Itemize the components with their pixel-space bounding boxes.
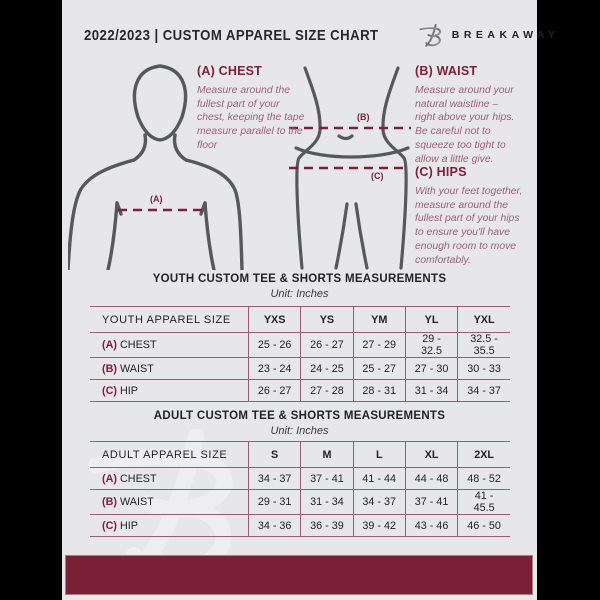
waist-description: Measure around your natural waistline – … [415,85,515,165]
row-label: (A) CHEST [90,467,249,490]
cell: 37 - 41 [404,489,458,515]
hips-figure-label: (C) [371,171,384,181]
footer-bar [65,555,533,595]
waist-callout: (B) WAIST Measure around your natural wa… [415,64,519,166]
column-header: YS [300,306,354,333]
youth-table-title: YOUTH CUSTOM TEE & SHORTS MEASUREMENTS [152,273,447,285]
waist-heading: (B) WAIST [415,64,478,78]
header: 2022/2023 | CUSTOM APPAREL SIZE CHART [62,18,555,52]
hips-callout: (C) HIPS With your feet together, measur… [415,165,523,267]
cell: 32.5 - 35.5 [457,332,510,358]
page: 2022/2023 | CUSTOM APPAREL SIZE CHART [62,0,555,600]
cell: 28 - 31 [352,379,406,402]
cell: 48 - 52 [457,467,510,490]
cell: 27 - 29 [352,332,406,358]
table-row: (B) WAIST 29 - 31 31 - 34 34 - 37 37 - 4… [90,489,510,515]
cell: 46 - 50 [457,514,510,537]
cell: 27 - 28 [300,379,354,402]
page-title: 2022/2023 | CUSTOM APPAREL SIZE CHART [84,26,379,44]
column-header: YXL [457,306,510,333]
column-header: ADULT APPAREL SIZE [90,441,249,468]
column-header: YOUTH APPAREL SIZE [90,306,249,333]
cell: 41 - 45.5 [457,489,510,515]
cell: 29 - 31 [247,489,301,515]
chest-description: Measure around the fullest part of your … [197,85,305,151]
column-header: S [247,441,301,468]
cell: 34 - 37 [247,467,301,490]
hips-description: With your feet together, measure around … [415,186,523,266]
hips-heading: (C) HIPS [415,165,467,179]
youth-table-unit: Unit: Inches [270,288,329,300]
column-header: YXS [247,306,301,333]
row-label: (C) HIP [90,514,249,537]
table-row: (A) CHEST 34 - 37 37 - 41 41 - 44 44 - 4… [90,467,510,490]
cell: 43 - 46 [404,514,458,537]
chest-callout: (A) CHEST Measure around the fullest par… [197,64,309,153]
cell: 31 - 34 [404,379,458,402]
cell: 44 - 48 [404,467,458,490]
cell: 36 - 39 [300,514,354,537]
cell: 31 - 34 [300,489,354,515]
cell: 24 - 25 [300,357,354,380]
table-row: (A) CHEST 25 - 26 26 - 27 27 - 29 29 - 3… [90,332,510,358]
column-header: L [352,441,406,468]
column-header: YM [352,306,406,333]
cell: 26 - 27 [247,379,301,402]
row-label: (C) HIP [90,379,249,402]
cell: 34 - 37 [352,489,406,515]
upper-body-figure [68,64,244,270]
chest-figure-label: (A) [150,194,163,204]
cell: 41 - 44 [352,467,406,490]
cell: 23 - 24 [247,357,301,380]
lower-body-figure [289,66,411,270]
cell: 39 - 42 [352,514,406,537]
row-label: (A) CHEST [90,332,249,358]
row-label: (B) WAIST [90,489,249,515]
column-header: YL [404,306,458,333]
breakaway-logo-icon [419,23,441,47]
cell: 25 - 27 [352,357,406,380]
brand-name: BREAKAWAY [451,29,560,41]
column-header: M [300,441,354,468]
brand: BREAKAWAY [419,22,560,48]
table-header-row: ADULT APPAREL SIZE S M L XL 2XL [90,441,510,468]
cell: 25 - 26 [247,332,301,358]
cell: 30 - 33 [457,357,510,380]
chest-heading: (A) CHEST [197,64,262,78]
cell: 34 - 37 [457,379,510,402]
adult-size-table: ADULT APPAREL SIZE S M L XL 2XL (A) CHES… [90,441,510,537]
waist-figure-label: (B) [357,112,370,122]
adult-table-unit: Unit: Inches [270,425,329,437]
cell: 37 - 41 [300,467,354,490]
table-row: (B) WAIST 23 - 24 24 - 25 25 - 27 27 - 3… [90,357,510,380]
youth-size-table: YOUTH APPAREL SIZE YXS YS YM YL YXL (A) … [90,306,510,402]
row-label: (B) WAIST [90,357,249,380]
cell: 26 - 27 [300,332,354,358]
column-header: 2XL [457,441,510,468]
table-row: (C) HIP 26 - 27 27 - 28 28 - 31 31 - 34 … [90,379,510,402]
cell: 27 - 30 [404,357,458,380]
cell: 29 - 32.5 [404,332,458,358]
table-row: (C) HIP 34 - 36 36 - 39 39 - 42 43 - 46 … [90,514,510,537]
table-header-row: YOUTH APPAREL SIZE YXS YS YM YL YXL [90,306,510,333]
column-header: XL [404,441,458,468]
adult-table-title: ADULT CUSTOM TEE & SHORTS MEASUREMENTS [153,410,446,422]
cell: 34 - 36 [247,514,301,537]
